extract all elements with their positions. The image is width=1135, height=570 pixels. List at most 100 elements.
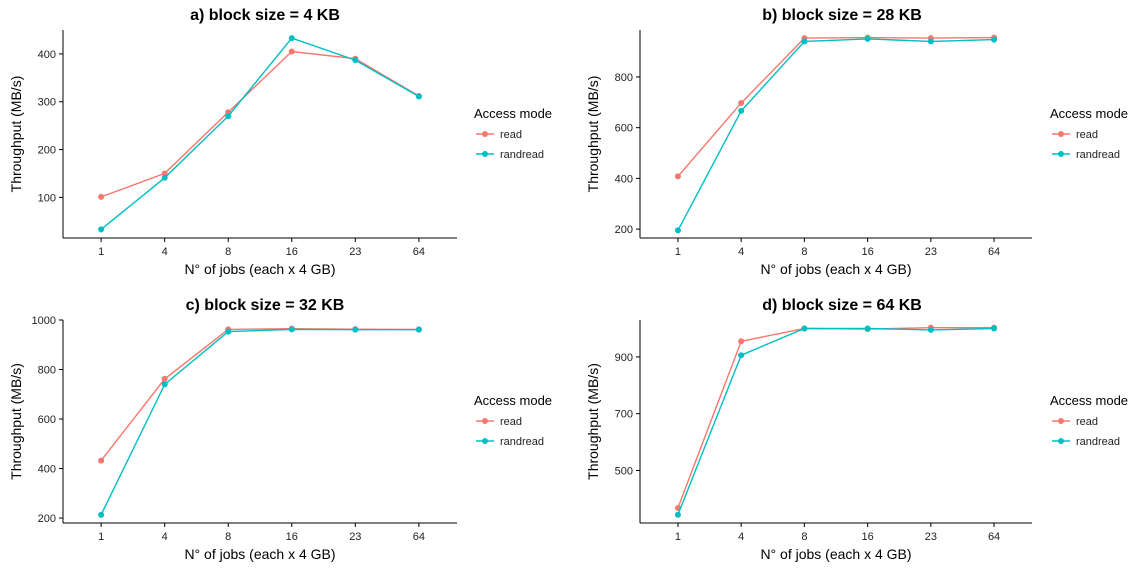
- x-tick-label: 1: [98, 531, 104, 543]
- y-tick-label: 400: [615, 173, 633, 185]
- y-tick-label: 200: [38, 145, 56, 157]
- y-tick-label: 200: [615, 224, 633, 236]
- data-point-randread: [801, 325, 808, 332]
- series-line-read: [677, 327, 995, 509]
- x-tick-label: 16: [286, 531, 298, 543]
- legend-key-point: [1058, 131, 1064, 137]
- data-point-randread: [927, 326, 934, 333]
- y-axis-title: Throughput (MB/s): [8, 76, 24, 193]
- data-point-randread: [98, 511, 105, 518]
- data-point-read: [161, 375, 168, 382]
- legend-key-point: [482, 151, 488, 157]
- legend-title: Access mode: [474, 106, 552, 121]
- x-axis-title: N° of jobs (each x 4 GB): [184, 261, 335, 277]
- data-point-randread: [288, 326, 295, 333]
- panel-title: c) block size = 32 KB: [186, 297, 345, 314]
- legend-title: Access mode: [474, 393, 552, 408]
- chart-panel-2: b) block size = 28 KB 200 400 600 800 1 4 8 16 23…: [585, 7, 1128, 277]
- data-point-randread: [738, 107, 745, 114]
- y-tick-label: 300: [38, 97, 56, 109]
- series-line-randread: [677, 38, 995, 231]
- legend-label: randread: [1076, 436, 1120, 448]
- x-axis-title: N° of jobs (each x 4 GB): [760, 546, 911, 562]
- x-tick-label: 64: [988, 531, 1000, 543]
- data-point-randread: [288, 35, 295, 42]
- data-point-read: [674, 173, 681, 180]
- y-axis-title: Throughput (MB/s): [585, 363, 601, 480]
- data-point-randread: [991, 36, 998, 43]
- x-tick-label: 16: [861, 531, 873, 543]
- data-point-read: [288, 48, 295, 55]
- data-point-randread: [352, 57, 359, 64]
- legend-key-point: [1058, 151, 1064, 157]
- legend-key-point: [482, 438, 488, 444]
- chart-panel-1: a) block size = 4 KB 100 200 300 400 1 4 8 16 23 6…: [8, 7, 552, 277]
- legend: Access mode read randread: [1050, 106, 1128, 161]
- x-tick-label: 64: [413, 246, 425, 258]
- data-point-randread: [161, 174, 168, 181]
- x-tick-label: 8: [801, 531, 807, 543]
- legend: Access mode read randread: [474, 106, 552, 161]
- data-point-read: [738, 100, 745, 107]
- legend-key-point: [1058, 438, 1064, 444]
- chart-panel-3: c) block size = 32 KB 200 400 600 800 1000 1 4 8…: [8, 297, 552, 562]
- data-point-read: [161, 170, 168, 177]
- x-axis-title: N° of jobs (each x 4 GB): [184, 546, 335, 562]
- data-point-read: [738, 338, 745, 345]
- x-tick-label: 23: [925, 531, 937, 543]
- y-tick-label: 700: [615, 409, 633, 421]
- data-point-randread: [415, 93, 422, 100]
- x-tick-label: 16: [286, 246, 298, 258]
- y-tick-label: 400: [38, 49, 56, 61]
- legend-label: read: [500, 416, 522, 428]
- y-tick-label: 800: [38, 365, 56, 377]
- data-point-randread: [738, 352, 745, 359]
- data-point-randread: [674, 511, 681, 518]
- data-point-randread: [415, 326, 422, 333]
- legend-title: Access mode: [1050, 393, 1128, 408]
- series-line-read: [100, 327, 419, 462]
- y-tick-label: 100: [38, 192, 56, 204]
- x-tick-label: 1: [675, 246, 681, 258]
- y-tick-label: 500: [615, 465, 633, 477]
- x-tick-label: 1: [98, 246, 104, 258]
- legend-title: Access mode: [1050, 106, 1128, 121]
- y-axis-title: Throughput (MB/s): [585, 76, 601, 193]
- x-tick-label: 16: [861, 246, 873, 258]
- x-tick-label: 23: [349, 531, 361, 543]
- legend-label: read: [1076, 129, 1098, 141]
- chart-panel-4: d) block size = 64 KB 500 700 900 1 4 8 16 23 64 N…: [585, 297, 1128, 562]
- legend-key-point: [482, 131, 488, 137]
- x-axis-title: N° of jobs (each x 4 GB): [760, 261, 911, 277]
- legend-label: randread: [500, 436, 544, 448]
- x-tick-label: 4: [162, 246, 168, 258]
- y-tick-label: 1000: [32, 315, 56, 327]
- legend-label: randread: [1076, 149, 1120, 161]
- y-tick-label: 600: [615, 123, 633, 135]
- legend-label: randread: [500, 149, 544, 161]
- series-line-randread: [100, 328, 419, 516]
- data-point-randread: [225, 113, 232, 120]
- data-point-randread: [991, 325, 998, 332]
- series-line-read: [677, 36, 995, 177]
- series-line-read: [100, 50, 420, 198]
- data-point-randread: [225, 328, 232, 335]
- y-tick-label: 400: [38, 464, 56, 476]
- x-tick-label: 4: [738, 246, 744, 258]
- data-point-read: [98, 457, 105, 464]
- y-tick-label: 200: [38, 513, 56, 525]
- data-point-randread: [161, 381, 168, 388]
- x-tick-label: 8: [801, 246, 807, 258]
- legend-label: read: [1076, 416, 1098, 428]
- data-point-randread: [801, 38, 808, 45]
- data-point-randread: [864, 325, 871, 332]
- data-point-randread: [927, 38, 934, 45]
- series-line-randread: [100, 37, 420, 230]
- legend-key-point: [482, 418, 488, 424]
- data-point-randread: [98, 226, 105, 233]
- x-tick-label: 23: [349, 246, 361, 258]
- x-tick-label: 8: [225, 531, 231, 543]
- x-tick-label: 8: [225, 246, 231, 258]
